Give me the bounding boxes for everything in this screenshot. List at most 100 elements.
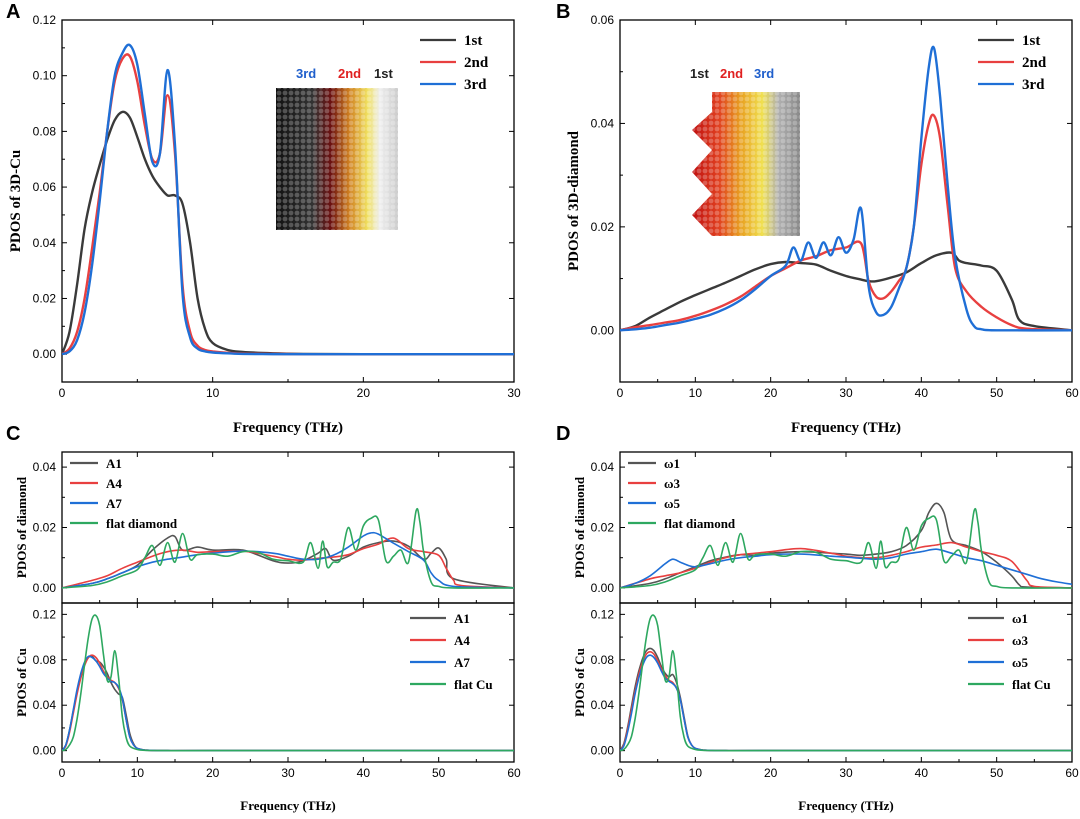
plot-frame (619, 19, 1073, 383)
panel-a: A 0 10 20 30 0.00 0.02 0.04 0.06 0.08 0.10 0.12 PDO… (6, 1, 521, 436)
legend-label-flat-cu: flat Cu (1012, 677, 1051, 692)
y-tick-label: 0.04 (33, 460, 57, 474)
series-line-flat-cu (62, 614, 514, 752)
y-tick-label: 0.08 (33, 653, 57, 667)
series-line-ω1 (620, 502, 1072, 589)
y-tick-label: 0.02 (591, 220, 615, 234)
series-line-a7 (62, 655, 514, 752)
x-tick-label: 20 (357, 386, 371, 400)
y-tick-label: 0.12 (591, 607, 615, 621)
x-axis-label: Frequency (THz) (798, 798, 893, 813)
y-tick-label: 0.04 (33, 236, 57, 250)
x-tick-label: 20 (764, 766, 778, 780)
legend-label-a7: A7 (454, 655, 470, 670)
legend-label-ω3: ω3 (664, 476, 681, 491)
plot-c-diamond: 0.00 0.02 0.04 PDOS of diamond A1 A4 A7 flat di… (14, 451, 515, 604)
legend-label-ω1: ω1 (664, 456, 680, 471)
y-tick-label: 0.00 (591, 581, 615, 595)
y-tick-label: 0.06 (33, 180, 57, 194)
y-tick-label: 0.10 (33, 69, 57, 83)
inset-b-structure: 1st 2nd 3rd (690, 66, 800, 236)
legend-label-ω1: ω1 (1012, 611, 1028, 626)
inset-b-label-2nd: 2nd (720, 66, 743, 81)
y-tick-label: 0.04 (591, 698, 615, 712)
legend-label-ω5: ω5 (1012, 655, 1029, 670)
x-tick-label: 30 (281, 766, 295, 780)
y-axis-label: PDOS of diamond (14, 476, 29, 578)
panel-c: C 0.00 0.02 0.04 PDOS of diamond A1 A4 A7 flat … (6, 423, 521, 813)
legend-label-a1: A1 (106, 456, 122, 471)
x-tick-label: 40 (915, 766, 929, 780)
series-line-flat-diamond (62, 507, 514, 589)
legend-label-a7: A7 (106, 496, 122, 511)
x-tick-label: 50 (432, 766, 446, 780)
x-tick-label: 10 (206, 386, 220, 400)
y-tick-label: 0.04 (591, 116, 615, 130)
panel-label-c: C (6, 423, 20, 445)
x-tick-label: 60 (507, 766, 521, 780)
panel-label-b: B (556, 1, 570, 23)
inset-a-label-2nd: 2nd (338, 66, 361, 81)
y-tick-label: 0.02 (33, 291, 57, 305)
legend-label-a4: A4 (454, 633, 470, 648)
series-line-flat-diamond (620, 507, 1072, 589)
y-tick-label: 0.08 (33, 124, 57, 138)
y-tick-label: 0.00 (33, 744, 57, 758)
y-axis-label: PDOS of 3D-Cu (8, 150, 24, 253)
y-axis-label: PDOS of 3D-diamond (566, 130, 582, 271)
x-axis-label: Frequency (THz) (240, 798, 335, 813)
y-tick-label: 0.06 (591, 13, 615, 27)
plot-b: 0 10 20 30 40 50 60 0.00 0.02 0.04 0.06 PDOS of 3D-… (566, 13, 1079, 436)
panel-d: D 0.00 0.02 0.04 PDOS of diamond ω1 ω3 ω5 flat … (556, 423, 1079, 813)
x-tick-label: 20 (206, 766, 220, 780)
x-tick-label: 0 (617, 766, 624, 780)
x-axis-label: Frequency (THz) (233, 420, 343, 436)
plot-c-cu: 0 10 20 30 40 50 60 0.00 0.04 0.08 0.12 PDOS of Cu F… (14, 602, 521, 813)
y-tick-label: 0.00 (33, 347, 57, 361)
panel-b: B 0 10 20 30 40 50 60 0.00 0.02 0.04 0.06 PDOS of 3… (556, 1, 1079, 436)
x-tick-label: 0 (59, 766, 66, 780)
x-tick-label: 60 (1065, 766, 1079, 780)
x-tick-label: 50 (990, 766, 1004, 780)
x-tick-label: 0 (617, 386, 624, 400)
series-line-2nd (620, 113, 1072, 332)
inset-b-label-1st: 1st (690, 66, 709, 81)
y-tick-label: 0.04 (33, 698, 57, 712)
x-tick-label: 50 (990, 386, 1004, 400)
legend-label-flat-cu: flat Cu (454, 677, 493, 692)
series-line-3rd (620, 45, 1072, 332)
x-tick-label: 40 (915, 386, 929, 400)
legend-label-2nd: 2nd (464, 55, 489, 71)
legend-label-flat-diamond: flat diamond (106, 516, 178, 531)
y-axis-label: PDOS of Cu (14, 648, 29, 717)
legend-label-a1: A1 (454, 611, 470, 626)
legend-label-2nd: 2nd (1022, 55, 1047, 71)
x-tick-label: 10 (689, 766, 703, 780)
y-tick-label: 0.00 (33, 581, 57, 595)
y-tick-label: 0.12 (33, 607, 57, 621)
series-line-a1 (62, 534, 514, 589)
plot-d-cu: 0 10 20 30 40 50 60 0.00 0.04 0.08 0.12 PDOS of Cu F… (572, 602, 1079, 813)
y-tick-label: 0.12 (33, 13, 57, 27)
x-tick-label: 30 (839, 766, 853, 780)
x-tick-label: 0 (59, 386, 66, 400)
series-line-1st (620, 251, 1072, 332)
panel-label-d: D (556, 423, 570, 445)
y-tick-label: 0.08 (591, 653, 615, 667)
plot-a: 0 10 20 30 0.00 0.02 0.04 0.06 0.08 0.10 0.12 PDOS … (8, 13, 521, 436)
y-tick-label: 0.02 (591, 521, 615, 535)
y-axis-label: PDOS of Cu (572, 648, 587, 717)
x-tick-label: 10 (689, 386, 703, 400)
legend-label-3rd: 3rd (464, 77, 487, 93)
inset-b-label-3rd: 3rd (754, 66, 774, 81)
legend-label-3rd: 3rd (1022, 77, 1045, 93)
y-tick-label: 0.00 (591, 744, 615, 758)
series-line-ω5 (620, 654, 1072, 752)
legend-label-1st: 1st (1022, 33, 1040, 49)
legend-label-a4: A4 (106, 476, 122, 491)
legend-label-1st: 1st (464, 33, 482, 49)
x-tick-label: 20 (764, 386, 778, 400)
panel-label-a: A (6, 1, 20, 23)
y-tick-label: 0.00 (591, 323, 615, 337)
legend-label-ω5: ω5 (664, 496, 681, 511)
